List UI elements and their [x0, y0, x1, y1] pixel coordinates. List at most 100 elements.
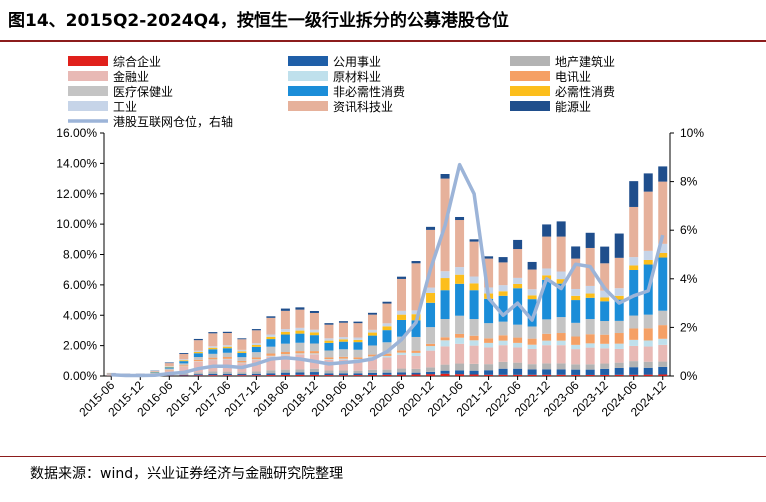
bar-segment: [542, 369, 552, 375]
bar-segment: [643, 367, 653, 375]
bar-segment: [382, 303, 392, 324]
bar-segment: [629, 328, 639, 340]
bar-segment: [251, 345, 261, 347]
bar-segment: [251, 330, 261, 344]
bar-segment: [353, 342, 363, 350]
bar-segment: [585, 319, 595, 335]
y-right-tick-label: 8%: [680, 175, 698, 189]
bar-segment: [600, 334, 610, 344]
bar-segment: [324, 324, 334, 339]
bar-segment: [324, 370, 334, 374]
bar-segment: [542, 333, 552, 341]
bar-segment: [208, 353, 218, 358]
bar-segment: [469, 340, 479, 346]
bar-segment: [513, 374, 523, 376]
bar-segment: [266, 334, 276, 337]
bar-segment: [629, 265, 639, 270]
bar-segment: [614, 348, 624, 363]
bar-segment: [208, 357, 218, 360]
bar-segment: [658, 338, 668, 345]
bar-segment: [309, 335, 319, 344]
bar-segment: [614, 320, 624, 334]
bar-segment: [382, 301, 392, 304]
bar-segment: [527, 299, 537, 327]
bar-segment: [237, 351, 247, 353]
bar-segment: [498, 285, 508, 292]
bar-segment: [469, 239, 479, 242]
bar-segment: [280, 354, 290, 356]
legend-swatch: [510, 56, 550, 66]
bar-segment: [353, 373, 363, 376]
bar-segment: [280, 329, 290, 332]
bar-segment: [309, 332, 319, 336]
bar-segment: [353, 349, 363, 358]
bar-segment: [266, 375, 276, 376]
bar-segment: [397, 372, 407, 375]
bar-segment: [469, 363, 479, 371]
bar-segment: [397, 354, 407, 369]
bar-segment: [600, 374, 610, 376]
bar-segment: [397, 314, 407, 320]
bar-segment: [338, 359, 348, 371]
bar-segment: [295, 354, 305, 370]
bar-segment: [251, 357, 261, 360]
bar-segment: [338, 375, 348, 376]
bar-segment: [237, 360, 247, 363]
bar-segment: [571, 336, 581, 345]
bar-segment: [484, 258, 494, 288]
bar-segment: [484, 374, 494, 376]
bar-segment: [338, 370, 348, 374]
bar-segment: [295, 342, 305, 352]
y-right-tick-label: 0%: [680, 369, 698, 383]
bar-segment: [469, 283, 479, 291]
bar-segment: [455, 216, 465, 221]
legend-swatch: [288, 56, 328, 66]
bar-segment: [367, 312, 377, 315]
bar-segment: [658, 344, 668, 362]
bar-segment: [222, 358, 232, 360]
bar-segment: [556, 279, 566, 284]
bar-segment: [629, 181, 639, 207]
bar-segment: [455, 315, 465, 334]
bar-segment: [513, 239, 523, 250]
bar-segment: [397, 350, 407, 353]
bar-segment: [353, 359, 363, 361]
bar-segment: [295, 333, 305, 343]
bar-segment: [280, 374, 290, 376]
bar-segment: [585, 297, 595, 320]
bar-segment: [571, 369, 581, 375]
bar-segment: [600, 297, 610, 302]
bar-segment: [484, 323, 494, 339]
bar-segment: [367, 354, 377, 357]
bar-segment: [426, 302, 436, 328]
bar-segment: [266, 373, 276, 376]
bar-segment: [440, 364, 450, 371]
legend-label: 医疗保健业: [113, 85, 173, 99]
bar-segment: [208, 371, 218, 374]
bar-segment: [338, 373, 348, 376]
bar-segment: [658, 310, 668, 326]
bar-segment: [498, 295, 508, 322]
y-right-tick-label: 6%: [680, 223, 698, 237]
bar-segment: [658, 257, 668, 311]
bar-segment: [193, 359, 203, 362]
bar-segment: [280, 352, 290, 355]
bar-segment: [484, 347, 494, 365]
bar-segment: [324, 359, 334, 360]
bar-segment: [222, 352, 232, 358]
bar-segment: [455, 363, 465, 371]
bar-segment: [455, 337, 465, 344]
bar-segment: [455, 274, 465, 284]
bar-segment: [324, 338, 334, 341]
bar-segment: [469, 276, 479, 284]
bar-segment: [367, 372, 377, 375]
bar-segment: [397, 278, 407, 311]
bar-segment: [527, 348, 537, 365]
legend-label: 港股互联网仓位，右轴: [113, 114, 233, 129]
bar-segment: [426, 343, 436, 347]
legend-label: 电讯业: [555, 70, 591, 84]
legend-swatch: [68, 86, 108, 96]
bar-segment: [542, 363, 552, 370]
bar-segment: [411, 320, 421, 337]
bar-segment: [367, 332, 377, 336]
